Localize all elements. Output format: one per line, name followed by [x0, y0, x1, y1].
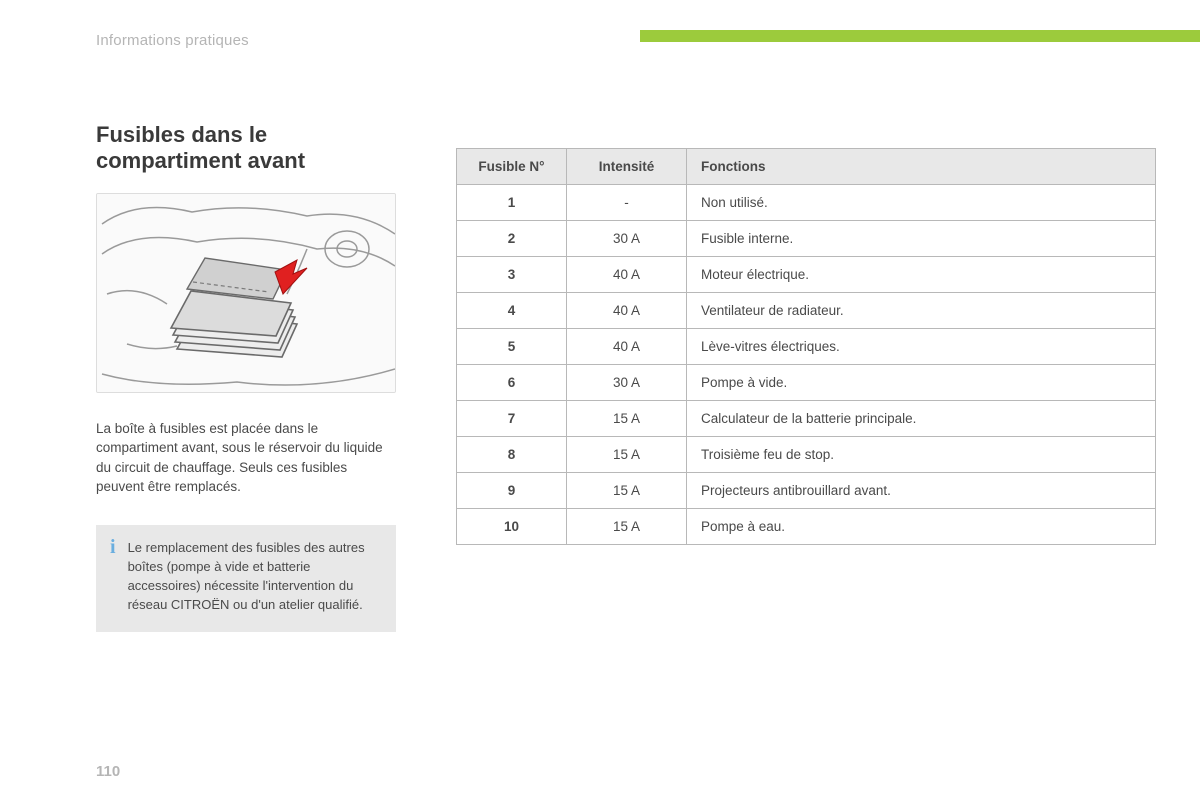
table-row: 1015 APompe à eau.: [457, 509, 1156, 545]
cell-function: Ventilateur de radiateur.: [687, 293, 1156, 329]
cell-fusible-n: 6: [457, 365, 567, 401]
cell-intensity: 15 A: [567, 401, 687, 437]
cell-fusible-n: 8: [457, 437, 567, 473]
cell-fusible-n: 2: [457, 221, 567, 257]
cell-intensity: 40 A: [567, 257, 687, 293]
cell-function: Calculateur de la batterie principale.: [687, 401, 1156, 437]
table-row: 630 APompe à vide.: [457, 365, 1156, 401]
col-header-fusible: Fusible N°: [457, 149, 567, 185]
cell-function: Moteur électrique.: [687, 257, 1156, 293]
cell-function: Non utilisé.: [687, 185, 1156, 221]
title-line-1: Fusibles dans le: [96, 122, 267, 147]
cell-intensity: 30 A: [567, 365, 687, 401]
fuse-table-body: 1-Non utilisé.230 AFusible interne.340 A…: [457, 185, 1156, 545]
cell-fusible-n: 3: [457, 257, 567, 293]
cell-intensity: 40 A: [567, 329, 687, 365]
cell-intensity: 15 A: [567, 509, 687, 545]
cell-intensity: 30 A: [567, 221, 687, 257]
cell-function: Pompe à vide.: [687, 365, 1156, 401]
left-column: Fusibles dans le compartiment avant: [96, 122, 416, 632]
cell-fusible-n: 7: [457, 401, 567, 437]
fusebox-svg: [97, 194, 396, 393]
cell-function: Fusible interne.: [687, 221, 1156, 257]
info-callout: i Le remplacement des fusibles des autre…: [96, 525, 396, 632]
info-icon: i: [110, 537, 116, 557]
table-row: 815 ATroisième feu de stop.: [457, 437, 1156, 473]
cell-intensity: 15 A: [567, 473, 687, 509]
table-row: 340 AMoteur électrique.: [457, 257, 1156, 293]
cell-fusible-n: 9: [457, 473, 567, 509]
cell-function: Lève-vitres électriques.: [687, 329, 1156, 365]
col-header-fonctions: Fonctions: [687, 149, 1156, 185]
section-label: Informations pratiques: [96, 32, 249, 49]
cell-fusible-n: 4: [457, 293, 567, 329]
table-row: 1-Non utilisé.: [457, 185, 1156, 221]
page-number: 110: [96, 763, 120, 780]
right-column: Fusible N° Intensité Fonctions 1-Non uti…: [456, 148, 1156, 545]
cell-fusible-n: 1: [457, 185, 567, 221]
info-text: Le remplacement des fusibles des autres …: [128, 539, 382, 614]
cell-fusible-n: 10: [457, 509, 567, 545]
col-header-intensite: Intensité: [567, 149, 687, 185]
table-row: 230 AFusible interne.: [457, 221, 1156, 257]
description-text: La boîte à fusibles est placée dans le c…: [96, 419, 396, 497]
cell-function: Pompe à eau.: [687, 509, 1156, 545]
table-row: 440 AVentilateur de radiateur.: [457, 293, 1156, 329]
accent-bar: [640, 30, 1200, 42]
table-row: 540 ALève-vitres électriques.: [457, 329, 1156, 365]
cell-function: Troisième feu de stop.: [687, 437, 1156, 473]
fusebox-illustration: [96, 193, 396, 393]
cell-intensity: 15 A: [567, 437, 687, 473]
cell-intensity: -: [567, 185, 687, 221]
table-header-row: Fusible N° Intensité Fonctions: [457, 149, 1156, 185]
fuse-table: Fusible N° Intensité Fonctions 1-Non uti…: [456, 148, 1156, 545]
table-row: 915 AProjecteurs antibrouillard avant.: [457, 473, 1156, 509]
cell-fusible-n: 5: [457, 329, 567, 365]
page-title: Fusibles dans le compartiment avant: [96, 122, 416, 175]
title-line-2: compartiment avant: [96, 148, 305, 173]
cell-intensity: 40 A: [567, 293, 687, 329]
table-row: 715 ACalculateur de la batterie principa…: [457, 401, 1156, 437]
page-header: Informations pratiques: [0, 32, 1200, 56]
cell-function: Projecteurs antibrouillard avant.: [687, 473, 1156, 509]
